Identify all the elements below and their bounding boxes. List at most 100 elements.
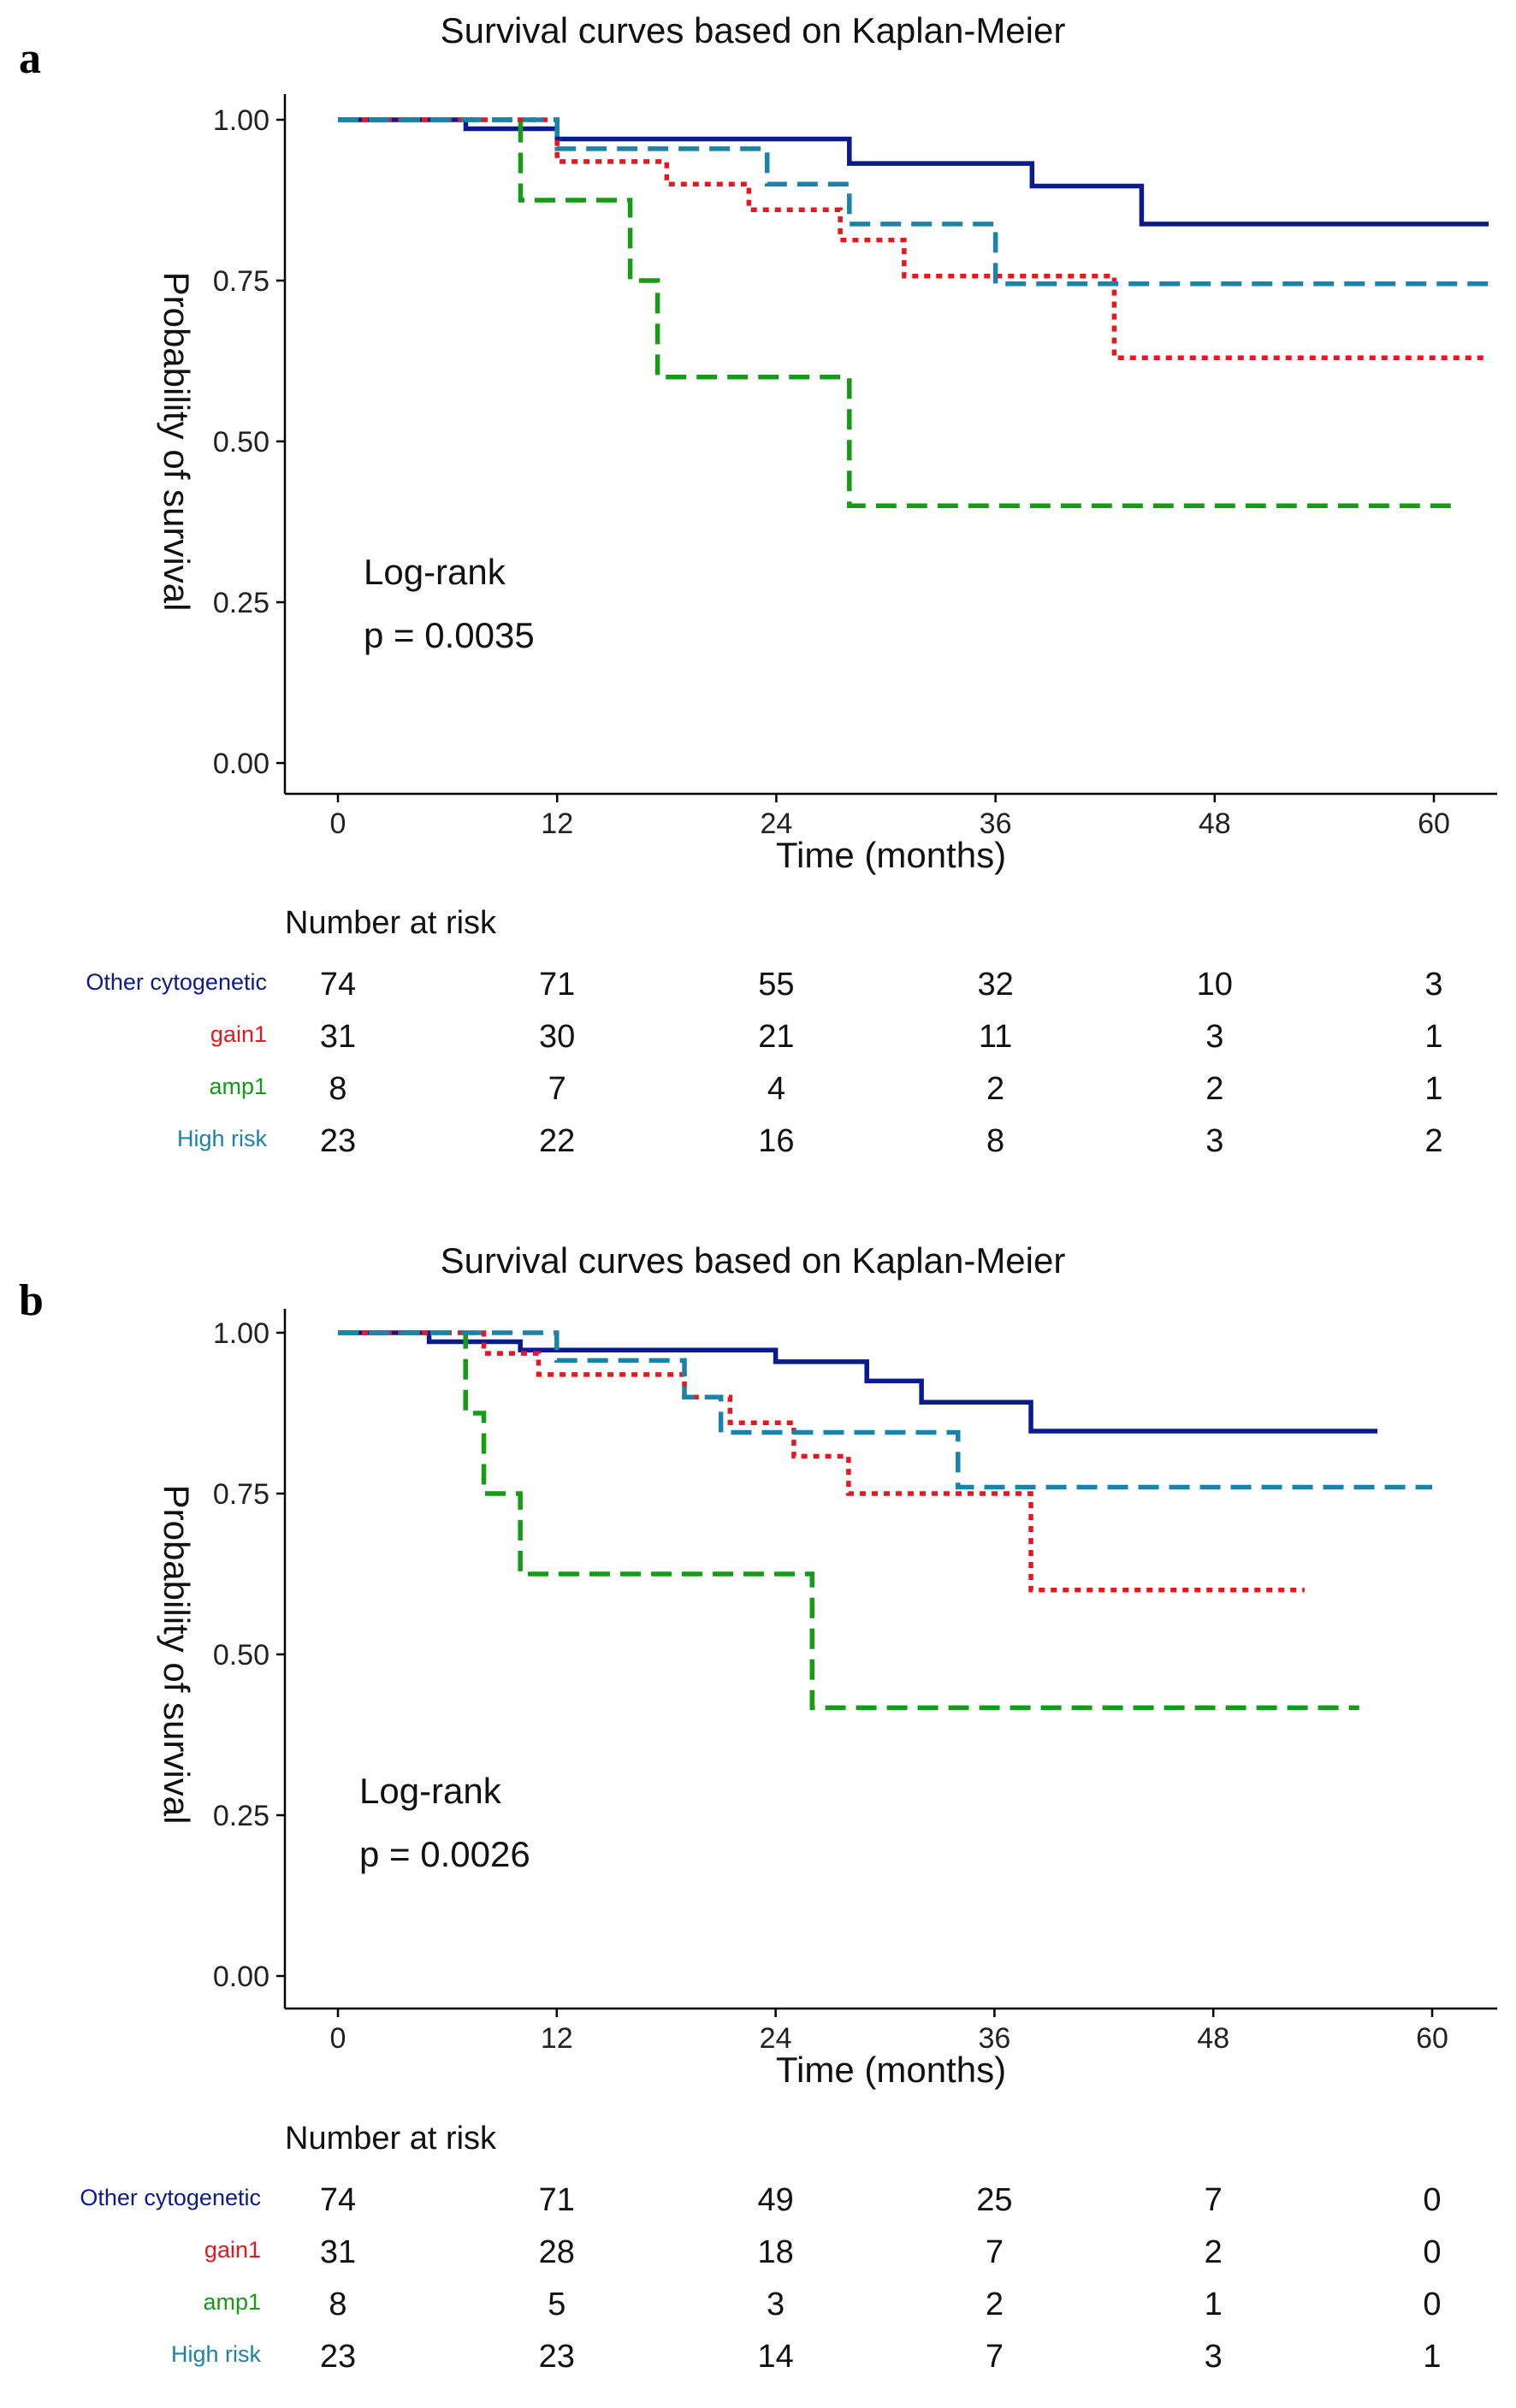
risk-count: 23 [320, 2339, 356, 2375]
risk-count: 5 [548, 2287, 566, 2322]
risk-count: 31 [320, 1019, 356, 1055]
risk-count: 31 [320, 2234, 356, 2270]
x-tick-label: 60 [1416, 2022, 1448, 2055]
p-value-label: p = 0.0035 [364, 615, 535, 655]
km-curve-high-risk [338, 1330, 1432, 1490]
risk-row-label: amp1 [209, 1074, 267, 1099]
risk-count: 74 [320, 2182, 356, 2218]
y-tick-label: 0.00 [213, 748, 269, 780]
km-curve-amp1 [338, 117, 1453, 508]
risk-count: 3 [1424, 967, 1442, 1003]
risk-count: 71 [539, 967, 575, 1003]
risk-count: 1 [1205, 2287, 1223, 2322]
risk-count: 2 [986, 2287, 1004, 2322]
risk-row-label: High risk [171, 2341, 262, 2367]
risk-count: 4 [767, 1071, 785, 1107]
risk-count: 49 [757, 2182, 793, 2218]
km-curve-other-cytogenetic [338, 1330, 1378, 1434]
x-tick-label: 24 [760, 2022, 792, 2055]
y-tick-label: 0.50 [213, 1639, 269, 1671]
y-axis-label: Probability of survival [157, 1485, 197, 1825]
panel-b: b Survival curves based on Kaplan-Meier 0.… [19, 1240, 1497, 2375]
km-curve-gain1 [338, 1330, 1305, 1593]
x-tick-label: 12 [541, 808, 573, 840]
panel-letter: b [19, 1276, 44, 1325]
y-tick-label: 0.25 [213, 587, 269, 619]
risk-row-label: gain1 [204, 2237, 261, 2263]
y-tick-label: 0.75 [213, 1478, 269, 1511]
risk-count: 8 [329, 2287, 346, 2322]
risk-count: 14 [757, 2339, 793, 2375]
risk-count: 23 [539, 2339, 575, 2375]
x-tick-label: 60 [1418, 808, 1450, 840]
risk-table-title: Number at risk [285, 2121, 497, 2157]
x-tick-label: 0 [330, 808, 346, 840]
x-tick-label: 48 [1197, 2022, 1229, 2055]
risk-count: 30 [539, 1019, 575, 1055]
risk-count: 1 [1424, 1071, 1442, 1107]
x-tick-label: 36 [978, 2022, 1010, 2055]
y-tick-label: 0.25 [213, 1800, 269, 1832]
y-tick-label: 0.75 [213, 265, 269, 298]
x-tick-label: 24 [760, 808, 792, 840]
risk-count: 0 [1423, 2287, 1441, 2322]
risk-count: 3 [1205, 1019, 1223, 1055]
risk-row-label: amp1 [203, 2289, 261, 2315]
risk-count: 10 [1197, 967, 1233, 1003]
risk-count: 22 [539, 1123, 575, 1159]
risk-count: 0 [1423, 2182, 1441, 2218]
risk-count: 74 [320, 967, 356, 1003]
km-curve-other-cytogenetic [338, 117, 1489, 227]
risk-count: 2 [1205, 1071, 1223, 1107]
risk-count: 55 [758, 967, 794, 1003]
risk-count: 7 [986, 2234, 1004, 2270]
risk-count: 25 [976, 2182, 1012, 2218]
risk-count: 1 [1423, 2339, 1441, 2375]
log-rank-label: Log-rank [359, 1771, 502, 1811]
risk-count: 11 [979, 1019, 1012, 1055]
risk-count: 7 [986, 2339, 1004, 2375]
km-curve-amp1 [338, 1330, 1359, 1711]
risk-count: 32 [977, 967, 1013, 1003]
log-rank-label: Log-rank [364, 552, 506, 592]
x-axis-label: Time (months) [776, 835, 1006, 875]
risk-count: 2 [1424, 1123, 1442, 1159]
risk-count: 3 [767, 2287, 785, 2322]
x-tick-label: 12 [541, 2022, 573, 2055]
risk-row-label: High risk [177, 1126, 268, 1151]
risk-count: 18 [757, 2234, 793, 2270]
risk-count: 7 [1205, 2182, 1223, 2218]
y-tick-label: 1.00 [213, 104, 269, 137]
chart-title: Survival curves based on Kaplan-Meier [441, 10, 1066, 50]
risk-count: 3 [1205, 1123, 1223, 1159]
km-curve-gain1 [338, 117, 1489, 360]
y-tick-label: 1.00 [213, 1317, 269, 1350]
risk-count: 0 [1423, 2234, 1441, 2270]
panel-a: a Survival curves based on Kaplan-Meier 0.… [19, 10, 1497, 1159]
risk-count: 2 [1205, 2234, 1223, 2270]
risk-count: 7 [548, 1071, 566, 1107]
y-tick-label: 0.00 [213, 1961, 269, 1993]
risk-count: 21 [758, 1019, 794, 1055]
risk-count: 2 [986, 1071, 1004, 1107]
y-axis-label: Probability of survival [157, 272, 197, 612]
risk-row-label: Other cytogenetic [86, 969, 267, 995]
x-axis-label: Time (months) [776, 2050, 1006, 2090]
risk-table-title: Number at risk [285, 905, 497, 941]
risk-count: 3 [1205, 2339, 1223, 2375]
panel-letter: a [19, 34, 41, 83]
risk-count: 28 [539, 2234, 575, 2270]
x-tick-label: 0 [330, 2022, 346, 2055]
x-tick-label: 36 [980, 808, 1012, 840]
km-curve-high-risk [338, 117, 1489, 287]
risk-row-label: Other cytogenetic [80, 2185, 261, 2210]
risk-count: 23 [320, 1123, 356, 1159]
x-tick-label: 48 [1199, 808, 1231, 840]
y-tick-label: 0.50 [213, 426, 269, 459]
risk-count: 8 [329, 1071, 346, 1107]
risk-count: 8 [986, 1123, 1004, 1159]
risk-row-label: gain1 [210, 1021, 267, 1047]
risk-count: 16 [758, 1123, 794, 1159]
risk-count: 71 [539, 2182, 575, 2218]
